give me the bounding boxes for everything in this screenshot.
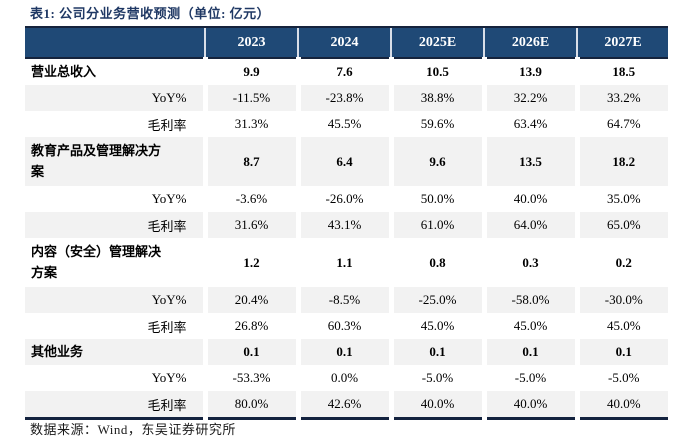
- cell-value: 40.0%: [481, 391, 577, 420]
- segment-label: 其他业务: [25, 339, 205, 365]
- table-row: 内容（安全）管理解决方案 1.2 1.1 0.8 0.3 0.2: [25, 238, 668, 287]
- segment-label: 内容（安全）管理解决方案: [25, 238, 205, 287]
- cell-value: 0.1: [574, 339, 668, 365]
- cell-value: 80.0%: [202, 391, 298, 420]
- cell-value: 38.8%: [388, 85, 484, 111]
- cell-value: 61.0%: [388, 212, 484, 238]
- metric-label: YoY%: [25, 186, 205, 212]
- cell-value: 45.0%: [574, 313, 668, 339]
- segment-label: 教育产品及管理解决方案: [25, 137, 205, 186]
- cell-value: 13.5: [481, 137, 577, 186]
- table-row: YoY% -3.6% -26.0% 50.0% 40.0% 35.0%: [25, 186, 668, 212]
- cell-value: 59.6%: [388, 111, 484, 137]
- cell-value: 31.3%: [202, 111, 298, 137]
- cell-value: 13.9: [481, 58, 577, 85]
- cell-value: 40.0%: [481, 186, 577, 212]
- cell-value: 26.8%: [202, 313, 298, 339]
- cell-value: 42.6%: [295, 391, 391, 420]
- table-row: 其他业务 0.1 0.1 0.1 0.1 0.1: [25, 339, 668, 365]
- metric-label: 毛利率: [25, 391, 205, 420]
- cell-value: -23.8%: [295, 85, 391, 111]
- segment-label: 营业总收入: [25, 58, 205, 85]
- cell-value: 45.0%: [481, 313, 577, 339]
- cell-value: 0.2: [574, 238, 668, 287]
- year-header: 2025E: [390, 26, 484, 59]
- cell-value: 64.0%: [481, 212, 577, 238]
- row-label-header: [25, 26, 205, 59]
- year-header: 2023: [204, 26, 298, 59]
- cell-value: -11.5%: [202, 85, 298, 111]
- cell-value: 1.1: [295, 238, 391, 287]
- cell-value: -5.0%: [481, 365, 577, 391]
- cell-value: -5.0%: [388, 365, 484, 391]
- cell-value: 0.8: [388, 238, 484, 287]
- metric-label: 毛利率: [25, 212, 205, 238]
- cell-value: 18.2: [574, 137, 668, 186]
- cell-value: 65.0%: [574, 212, 668, 238]
- cell-value: 35.0%: [574, 186, 668, 212]
- table-row: 毛利率 31.6% 43.1% 61.0% 64.0% 65.0%: [25, 212, 668, 238]
- metric-label: 毛利率: [25, 313, 205, 339]
- cell-value: 45.0%: [388, 313, 484, 339]
- cell-value: 18.5: [574, 58, 668, 85]
- table-row: YoY% 20.4% -8.5% -25.0% -58.0% -30.0%: [25, 287, 668, 313]
- year-header-row: 2023 2024 2025E 2026E 2027E: [25, 26, 668, 59]
- year-header: 2027E: [576, 26, 668, 59]
- metric-label: 毛利率: [25, 111, 205, 137]
- cell-value: -8.5%: [295, 287, 391, 313]
- cell-value: 45.5%: [295, 111, 391, 137]
- cell-value: -30.0%: [574, 287, 668, 313]
- table-row: YoY% -11.5% -23.8% 38.8% 32.2% 33.2%: [25, 85, 668, 111]
- cell-value: 32.2%: [481, 85, 577, 111]
- table-row: 毛利率 80.0% 42.6% 40.0% 40.0% 40.0%: [25, 391, 668, 420]
- data-source-note: 数据来源：Wind，东吴证券研究所: [30, 422, 236, 437]
- cell-value: 31.6%: [202, 212, 298, 238]
- cell-value: 0.3: [481, 238, 577, 287]
- cell-value: -5.0%: [574, 365, 668, 391]
- cell-value: -3.6%: [202, 186, 298, 212]
- metric-label: YoY%: [25, 365, 205, 391]
- cell-value: 40.0%: [574, 391, 668, 420]
- cell-value: 64.7%: [574, 111, 668, 137]
- cell-value: 7.6: [295, 58, 391, 85]
- table-row: 毛利率 31.3% 45.5% 59.6% 63.4% 64.7%: [25, 111, 668, 137]
- cell-value: -26.0%: [295, 186, 391, 212]
- cell-value: 0.1: [388, 339, 484, 365]
- cell-value: 60.3%: [295, 313, 391, 339]
- cell-value: -53.3%: [202, 365, 298, 391]
- cell-value: 10.5: [388, 58, 484, 85]
- cell-value: 6.4: [295, 137, 391, 186]
- table-row: 营业总收入 9.9 7.6 10.5 13.9 18.5: [25, 58, 668, 85]
- cell-value: -25.0%: [388, 287, 484, 313]
- revenue-forecast-table: 2023 2024 2025E 2026E 2027E 营业总收入 9.9 7.6 10.5 1…: [25, 26, 668, 420]
- table-title: 表1: 公司分业务营收预测（单位: 亿元）: [30, 6, 271, 21]
- cell-value: 40.0%: [388, 391, 484, 420]
- cell-value: 43.1%: [295, 212, 391, 238]
- metric-label: YoY%: [25, 85, 205, 111]
- table-row: 毛利率 26.8% 60.3% 45.0% 45.0% 45.0%: [25, 313, 668, 339]
- cell-value: 9.6: [388, 137, 484, 186]
- metric-label: YoY%: [25, 287, 205, 313]
- year-header: 2026E: [483, 26, 577, 59]
- cell-value: 0.1: [481, 339, 577, 365]
- cell-value: 0.1: [295, 339, 391, 365]
- cell-value: -58.0%: [481, 287, 577, 313]
- cell-value: 1.2: [202, 238, 298, 287]
- cell-value: 20.4%: [202, 287, 298, 313]
- year-header: 2024: [297, 26, 391, 59]
- cell-value: 50.0%: [388, 186, 484, 212]
- table-row: YoY% -53.3% 0.0% -5.0% -5.0% -5.0%: [25, 365, 668, 391]
- cell-value: 0.0%: [295, 365, 391, 391]
- cell-value: 8.7: [202, 137, 298, 186]
- table-row: 教育产品及管理解决方案 8.7 6.4 9.6 13.5 18.2: [25, 137, 668, 186]
- cell-value: 63.4%: [481, 111, 577, 137]
- cell-value: 33.2%: [574, 85, 668, 111]
- cell-value: 0.1: [202, 339, 298, 365]
- cell-value: 9.9: [202, 58, 298, 85]
